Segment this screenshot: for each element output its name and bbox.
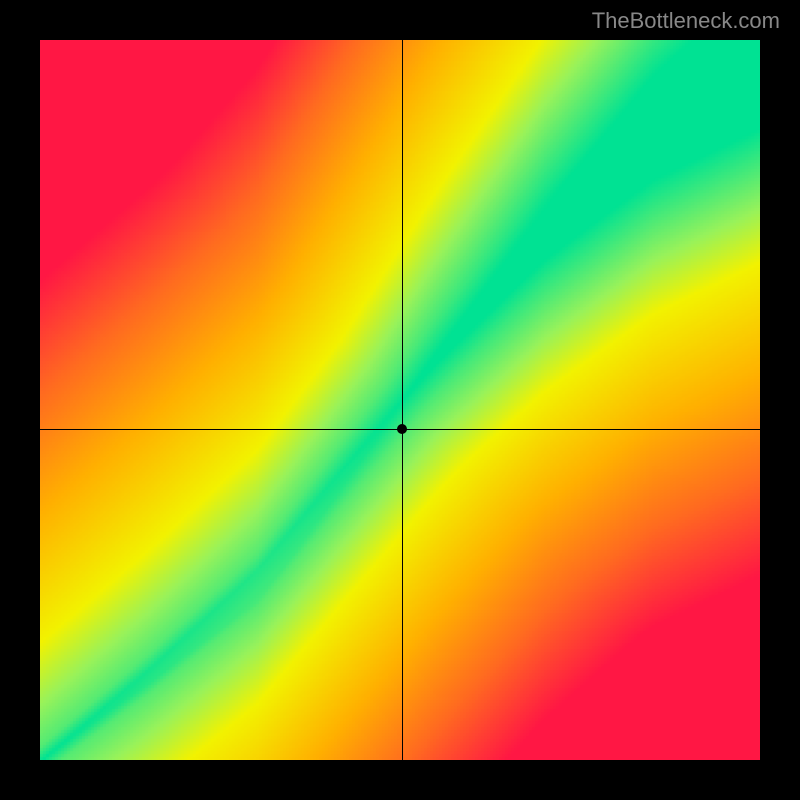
crosshair-vertical bbox=[402, 40, 403, 760]
watermark-text: TheBottleneck.com bbox=[592, 8, 780, 34]
bottleneck-heatmap bbox=[40, 40, 760, 760]
heatmap-canvas bbox=[40, 40, 760, 760]
selection-marker-dot bbox=[397, 424, 407, 434]
